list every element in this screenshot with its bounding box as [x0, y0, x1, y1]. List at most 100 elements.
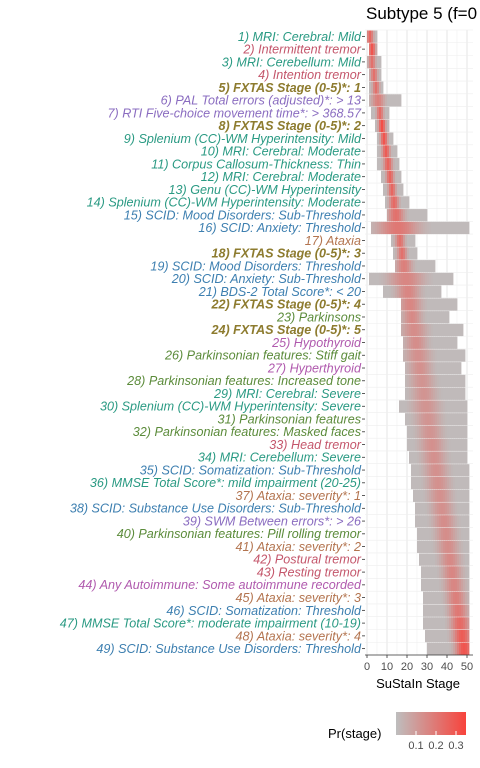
heat-cell: [461, 578, 464, 592]
heat-cell: [451, 425, 454, 439]
heat-cell: [373, 94, 376, 107]
heat-cell: [435, 617, 438, 630]
heat-cell: [385, 272, 388, 286]
heat-cell: [377, 221, 380, 235]
heat-cell: [435, 349, 438, 362]
heat-cell: [425, 617, 428, 630]
heat-cell: [429, 221, 432, 235]
heat-cell: [417, 209, 420, 222]
heat-cell: [463, 451, 466, 464]
heat-cell: [419, 527, 422, 541]
heat-cell: [383, 158, 386, 171]
heat-cell: [397, 221, 400, 235]
heat-cell: [409, 221, 412, 235]
heat-cell: [457, 591, 460, 604]
x-tick-label: 40: [441, 661, 453, 673]
heat-cell: [421, 400, 424, 413]
heat-cell: [369, 81, 372, 94]
heat-cell: [431, 323, 434, 337]
heat-cell: [465, 617, 468, 630]
heat-cell: [391, 94, 394, 107]
heat-cell: [443, 438, 446, 451]
heat-cell: [423, 604, 426, 617]
heat-cell: [467, 566, 470, 579]
heat-cell: [383, 132, 386, 145]
heat-cell: [451, 553, 454, 566]
heat-cell: [447, 374, 450, 388]
heat-cell: [405, 349, 408, 362]
heat-cell: [419, 464, 422, 477]
heat-cell: [447, 387, 450, 400]
event-label: 30) Splenium (CC)-WM Hyperintensity: Sev…: [100, 400, 361, 414]
heat-cell: [379, 145, 382, 158]
heat-cell: [421, 502, 424, 515]
heat-cell: [393, 272, 396, 286]
heat-cell: [441, 617, 444, 630]
heat-cell: [441, 349, 444, 362]
heat-cell: [429, 553, 432, 566]
heat-cell: [417, 515, 420, 528]
heat-cell: [445, 578, 448, 592]
heat-cell: [417, 413, 420, 426]
heat-cell: [417, 272, 420, 286]
event-label: 49) SCID: Substance Use Disorders: Thres…: [96, 642, 362, 656]
heat-cell: [417, 349, 420, 362]
heat-cell: [375, 81, 378, 94]
heat-cell: [427, 298, 430, 311]
heat-cell: [415, 272, 418, 286]
heat-cell: [437, 578, 440, 592]
heat-cell: [455, 413, 458, 426]
heat-cell: [427, 553, 430, 566]
heat-cell: [413, 374, 416, 388]
heat-cell: [427, 617, 430, 630]
heat-cell: [419, 323, 422, 337]
heat-cell: [461, 591, 464, 604]
heat-cell: [429, 349, 432, 362]
event-label: 10) MRI: Cerebral: Moderate: [201, 145, 361, 159]
event-label: 29) MRI: Cerebral: Severe: [213, 387, 361, 401]
heat-cell: [443, 311, 446, 324]
heat-cell: [429, 451, 432, 464]
heat-cell: [467, 578, 470, 592]
heat-cell: [385, 145, 388, 158]
heat-cell: [399, 209, 402, 222]
heat-cell: [463, 553, 466, 566]
heat-cell: [443, 502, 446, 515]
heat-cell: [433, 527, 436, 541]
heat-cell: [387, 221, 390, 235]
event-label: 11) Corpus Callosum-Thickness: Thin: [151, 157, 361, 171]
heat-cell: [423, 553, 426, 566]
heat-cell: [379, 94, 382, 107]
heat-cell: [449, 604, 452, 617]
heat-cell: [463, 400, 466, 413]
heat-cell: [461, 515, 464, 528]
heat-cell: [423, 566, 426, 579]
heat-cell: [451, 629, 454, 643]
heat-cell: [443, 604, 446, 617]
heat-cell: [437, 438, 440, 451]
heat-cell: [453, 629, 456, 643]
heat-cell: [441, 591, 444, 604]
heat-cell: [413, 285, 416, 298]
heat-cell: [447, 336, 450, 349]
heat-cell: [453, 591, 456, 604]
heat-cell: [397, 183, 400, 196]
heat-cell: [451, 540, 454, 553]
heat-cell: [441, 400, 444, 413]
heat-cell: [373, 56, 376, 69]
heat-cell: [465, 413, 468, 426]
heat-cell: [431, 387, 434, 400]
heat-cell: [439, 374, 442, 388]
heat-cell: [465, 578, 468, 592]
heat-cell: [425, 336, 428, 349]
heat-cell: [447, 629, 450, 643]
heat-cell: [431, 413, 434, 426]
heat-cell: [437, 272, 440, 286]
heat-cell: [443, 349, 446, 362]
heat-cell: [431, 502, 434, 515]
heat-cell: [413, 362, 416, 375]
heat-cell: [449, 323, 452, 337]
heat-cell: [383, 285, 386, 298]
event-label: 14) Splenium (CC)-WM Hyperintensity: Mod…: [87, 196, 361, 210]
heat-cell: [451, 566, 454, 579]
